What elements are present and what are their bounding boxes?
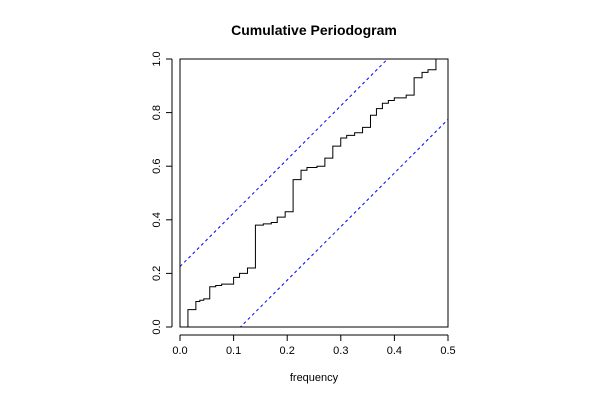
y-axis: 0.0 0.2 0.4 0.6 0.8 1.0 [151,51,173,335]
x-tick-label: 0.0 [172,345,187,357]
y-tick-label: 0.8 [151,105,163,120]
y-tick-label: 0.2 [151,266,163,281]
x-tick-label: 0.1 [226,345,241,357]
x-tick-label: 0.4 [387,345,402,357]
y-tick-label: 1.0 [151,51,163,66]
y-tick-label: 0.4 [151,212,163,227]
y-tick-label: 0.6 [151,159,163,174]
upper-confidence-band [180,59,389,267]
x-tick-label: 0.5 [440,345,455,357]
series-layer [180,59,448,327]
cumulative-periodogram-line [180,59,448,327]
y-tick-label: 0.0 [151,319,163,334]
plot-frame [179,58,449,328]
x-axis-label: frequency [290,372,339,384]
lower-confidence-band [239,119,448,327]
x-tick-label: 0.3 [333,345,348,357]
x-tick-label: 0.2 [280,345,295,357]
chart-title: Cumulative Periodogram [231,22,397,38]
x-axis: 0.0 0.1 0.2 0.3 0.4 0.5 [172,334,456,357]
